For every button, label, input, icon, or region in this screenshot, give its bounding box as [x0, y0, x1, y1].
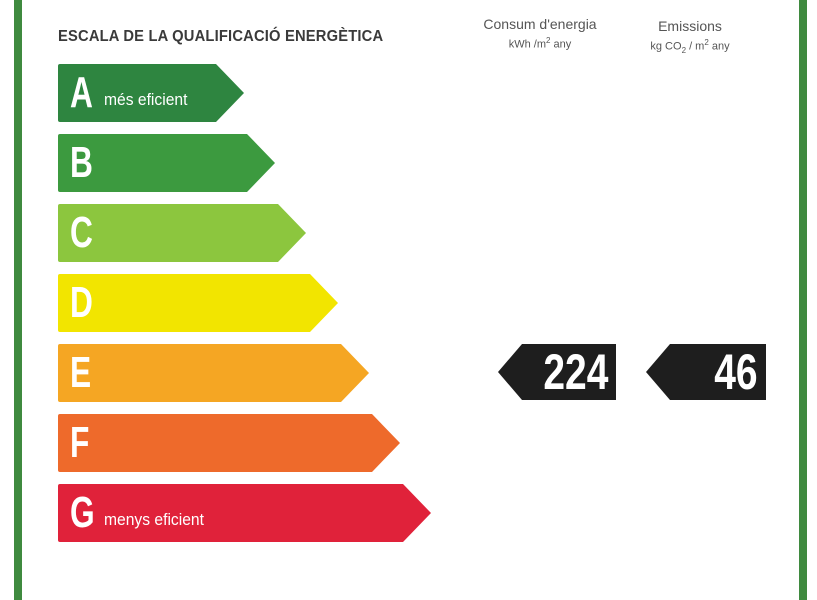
class-bar-g: G menys eficient: [58, 484, 431, 542]
class-letter-c: C: [70, 208, 93, 257]
class-bar-b: B: [58, 134, 275, 192]
class-letter-d: D: [70, 278, 93, 327]
class-letter-f: F: [70, 418, 90, 467]
class-bar-e: E: [58, 344, 369, 402]
class-letter-g: G: [70, 488, 95, 537]
emissions-rating-indicator: 46: [646, 344, 766, 400]
emissions-value: 46: [714, 344, 758, 400]
class-letter-a: A: [70, 68, 93, 117]
emissions-unit: kg CO2 / m2 any: [650, 38, 730, 55]
class-bar-a: A més eficient: [58, 64, 244, 122]
scale-title: ESCALA DE LA QUALIFICACIÓ ENERGÈTICA: [58, 28, 384, 45]
frame-left-border: [14, 0, 22, 600]
consum-column-header: Consum d'energia kWh /m2 any: [470, 16, 610, 51]
class-bar-c: C: [58, 204, 306, 262]
consum-rating-indicator: 224: [498, 344, 616, 400]
emissions-title: Emissions: [658, 18, 722, 34]
frame-right-border: [799, 0, 807, 600]
consum-unit: kWh /m2 any: [508, 36, 572, 51]
class-letter-b: B: [70, 138, 93, 187]
class-label-g: menys eficient: [104, 510, 204, 529]
consum-value: 224: [542, 344, 608, 400]
class-bar-d: D: [58, 274, 338, 332]
consum-title: Consum d'energia: [483, 16, 597, 32]
class-letter-e: E: [70, 348, 92, 397]
class-bar-f: F: [58, 414, 400, 472]
class-label-a: més eficient: [104, 90, 188, 109]
emissions-column-header: Emissions kg CO2 / m2 any: [630, 18, 750, 55]
